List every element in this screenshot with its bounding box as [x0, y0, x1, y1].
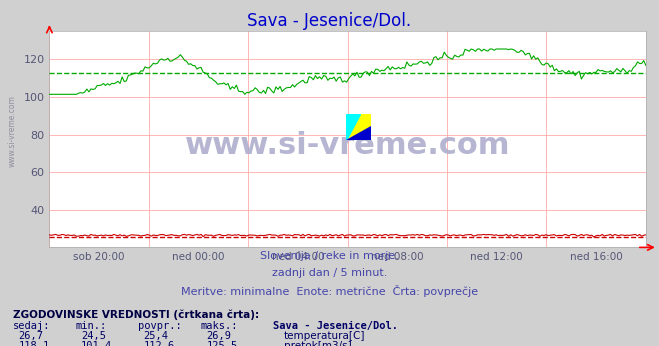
Text: 25,4: 25,4 — [144, 331, 169, 342]
Text: ZGODOVINSKE VREDNOSTI (črtkana črta):: ZGODOVINSKE VREDNOSTI (črtkana črta): — [13, 310, 259, 320]
Text: Slovenija / reke in morje.: Slovenija / reke in morje. — [260, 251, 399, 261]
Text: Sava - Jesenice/Dol.: Sava - Jesenice/Dol. — [273, 321, 399, 331]
Text: sedaj:: sedaj: — [13, 321, 51, 331]
Text: 24,5: 24,5 — [81, 331, 106, 342]
Text: www.si-vreme.com: www.si-vreme.com — [185, 131, 510, 160]
Text: 26,9: 26,9 — [206, 331, 231, 342]
Text: Meritve: minimalne  Enote: metrične  Črta: povprečje: Meritve: minimalne Enote: metrične Črta:… — [181, 285, 478, 298]
Text: 125,5: 125,5 — [206, 341, 237, 346]
Text: 26,7: 26,7 — [18, 331, 43, 342]
Text: maks.:: maks.: — [201, 321, 239, 331]
Polygon shape — [346, 114, 360, 140]
Text: min.:: min.: — [76, 321, 107, 331]
Text: povpr.:: povpr.: — [138, 321, 182, 331]
Text: Sava - Jesenice/Dol.: Sava - Jesenice/Dol. — [247, 12, 412, 30]
Polygon shape — [346, 114, 371, 140]
Text: 101,4: 101,4 — [81, 341, 112, 346]
Text: www.si-vreme.com: www.si-vreme.com — [8, 95, 17, 167]
Text: zadnji dan / 5 minut.: zadnji dan / 5 minut. — [272, 268, 387, 278]
Text: 112,6: 112,6 — [144, 341, 175, 346]
Text: 118,1: 118,1 — [18, 341, 49, 346]
Text: temperatura[C]: temperatura[C] — [284, 331, 366, 342]
Polygon shape — [346, 126, 371, 140]
Text: pretok[m3/s]: pretok[m3/s] — [284, 341, 352, 346]
